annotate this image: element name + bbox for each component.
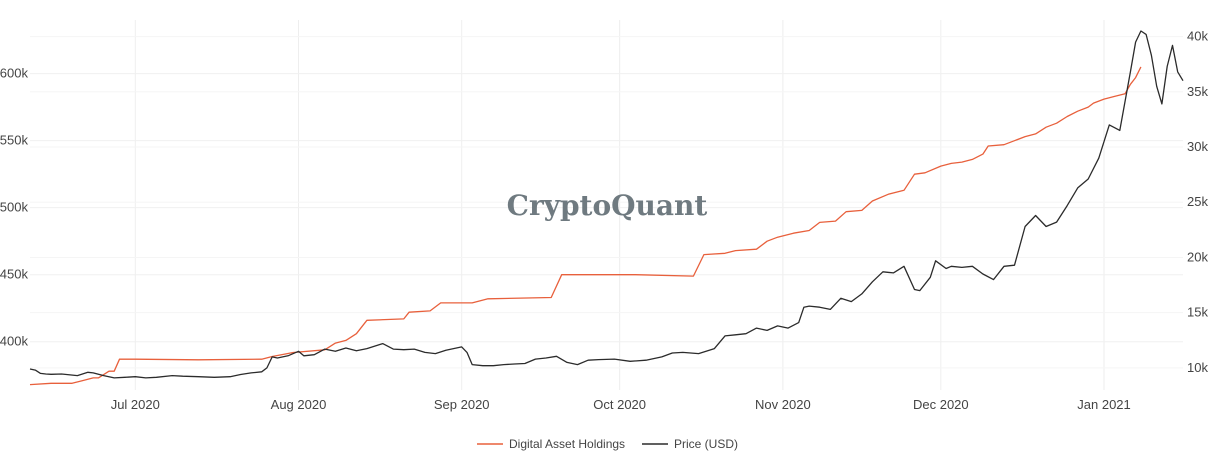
y-right-tick-label: 35k <box>1187 84 1208 99</box>
y-right-tick-label: 15k <box>1187 305 1208 320</box>
legend-label: Price (USD) <box>674 437 738 451</box>
series-line-digital-asset-holdings <box>29 66 1142 386</box>
x-tick-label: Jan 2021 <box>1077 397 1131 412</box>
grid <box>30 20 1183 390</box>
legend[interactable]: Digital Asset Holdings Price (USD) <box>477 437 738 451</box>
y-left-tick-label: 600k <box>0 66 28 81</box>
series-line-price <box>29 30 1184 379</box>
series-layer <box>29 30 1184 386</box>
y-left-tick-label: 400k <box>0 334 28 349</box>
y-left-axis-ticks: 400k 450k 500k 550k 600k <box>0 66 28 349</box>
watermark-logo: CryptoQuant <box>507 189 708 222</box>
y-right-axis-ticks: 10k 15k 20k 25k 30k 35k 40k <box>1187 29 1208 375</box>
y-right-tick-label: 25k <box>1187 194 1208 209</box>
y-left-tick-label: 500k <box>0 200 28 215</box>
legend-item[interactable]: Digital Asset Holdings <box>477 437 625 451</box>
legend-label: Digital Asset Holdings <box>509 437 625 451</box>
y-right-tick-label: 40k <box>1187 29 1208 44</box>
y-left-tick-label: 450k <box>0 267 28 282</box>
x-axis-ticks: Jul 2020 Aug 2020 Sep 2020 Oct 2020 Nov 2020… <box>111 397 1131 412</box>
x-tick-label: Nov 2020 <box>755 397 811 412</box>
x-tick-label: Jul 2020 <box>111 397 160 412</box>
x-tick-label: Dec 2020 <box>913 397 969 412</box>
y-right-tick-label: 20k <box>1187 249 1208 264</box>
x-tick-label: Sep 2020 <box>434 397 490 412</box>
y-right-tick-label: 30k <box>1187 139 1208 154</box>
x-tick-label: Oct 2020 <box>593 397 646 412</box>
x-tick-label: Aug 2020 <box>271 397 327 412</box>
y-right-tick-label: 10k <box>1187 360 1208 375</box>
y-left-tick-label: 550k <box>0 133 28 148</box>
legend-item[interactable]: Price (USD) <box>642 437 738 451</box>
